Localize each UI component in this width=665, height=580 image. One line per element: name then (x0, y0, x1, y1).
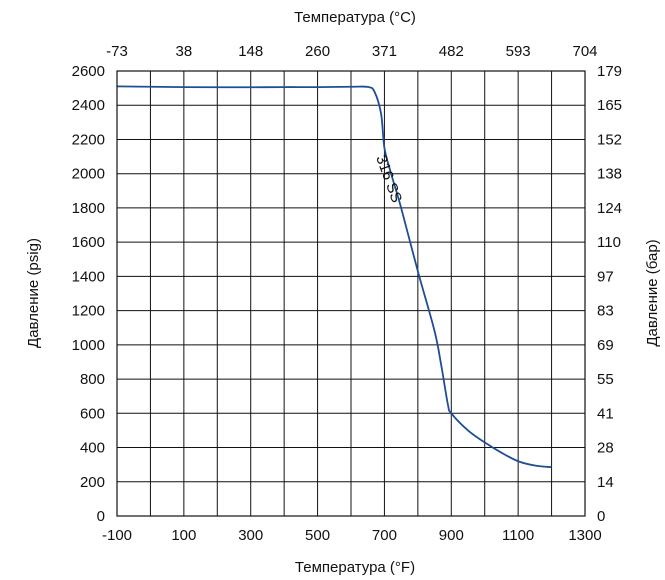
x2-axis-title: Температура (°C) (294, 9, 416, 26)
x-axis-title: Температура (°F) (295, 559, 415, 576)
y-tick-label: 600 (80, 405, 105, 422)
y2-tick-label: 152 (597, 131, 622, 148)
y2-tick-label: 179 (597, 63, 622, 80)
y-tick-label: 800 (80, 371, 105, 388)
y2-tick-label: 83 (597, 303, 614, 320)
x2-tick-label: 482 (439, 43, 464, 60)
y2-tick-label: 41 (597, 405, 614, 422)
y-tick-label: 1400 (72, 268, 105, 285)
x2-tick-label: 148 (238, 43, 263, 60)
x-tick-label: 1300 (568, 527, 601, 544)
x-tick-label: 700 (372, 527, 397, 544)
y-tick-label: 200 (80, 474, 105, 491)
y-tick-label: 1200 (72, 303, 105, 320)
x2-tick-label: 371 (372, 43, 397, 60)
y2-tick-label: 55 (597, 371, 614, 388)
y-tick-label: 1800 (72, 200, 105, 217)
grid-layer (117, 71, 585, 516)
x2-tick-label: 260 (305, 43, 330, 60)
y-tick-label: 0 (97, 508, 105, 525)
annotation-layer: 316 SS (372, 153, 405, 205)
y2-tick-label: 165 (597, 97, 622, 114)
x-tick-label: 500 (305, 527, 330, 544)
series-layer (116, 85, 552, 469)
x2-tick-label: 704 (572, 43, 597, 60)
x-tick-label: -100 (102, 527, 132, 544)
x-tick-label: 100 (171, 527, 196, 544)
y-tick-label: 1600 (72, 234, 105, 251)
x2-tick-label: -73 (106, 43, 128, 60)
y2-tick-label: 124 (597, 200, 622, 217)
y-axis-title: Давление (psig) (25, 238, 42, 348)
y2-tick-label: 110 (597, 234, 621, 251)
y-tick-label: 1000 (72, 337, 105, 354)
y-tick-label: 2000 (72, 166, 105, 183)
y2-tick-label: 138 (597, 166, 622, 183)
y-tick-label: 2600 (72, 63, 105, 80)
y2-tick-label: 97 (597, 268, 614, 285)
x2-tick-label: 593 (506, 43, 531, 60)
x-tick-label: 900 (439, 527, 464, 544)
plot-frame (116, 70, 586, 517)
y2-tick-label: 0 (597, 508, 605, 525)
tick-label-layer: -100-73100383001485002607003719004821100… (72, 43, 622, 544)
y-tick-label: 2200 (72, 131, 105, 148)
y2-tick-label: 14 (597, 474, 614, 491)
series-annotation-label: 316 SS (372, 153, 405, 205)
y-tick-label: 2400 (72, 97, 105, 114)
series-line (116, 85, 552, 469)
y2-tick-label: 28 (597, 440, 614, 457)
y2-axis-title: Давление (бар) (644, 239, 661, 346)
x2-tick-label: 38 (176, 43, 193, 60)
x-tick-label: 300 (238, 527, 263, 544)
x-tick-label: 1100 (502, 527, 534, 544)
y-tick-label: 400 (80, 440, 105, 457)
y2-tick-label: 69 (597, 337, 614, 354)
